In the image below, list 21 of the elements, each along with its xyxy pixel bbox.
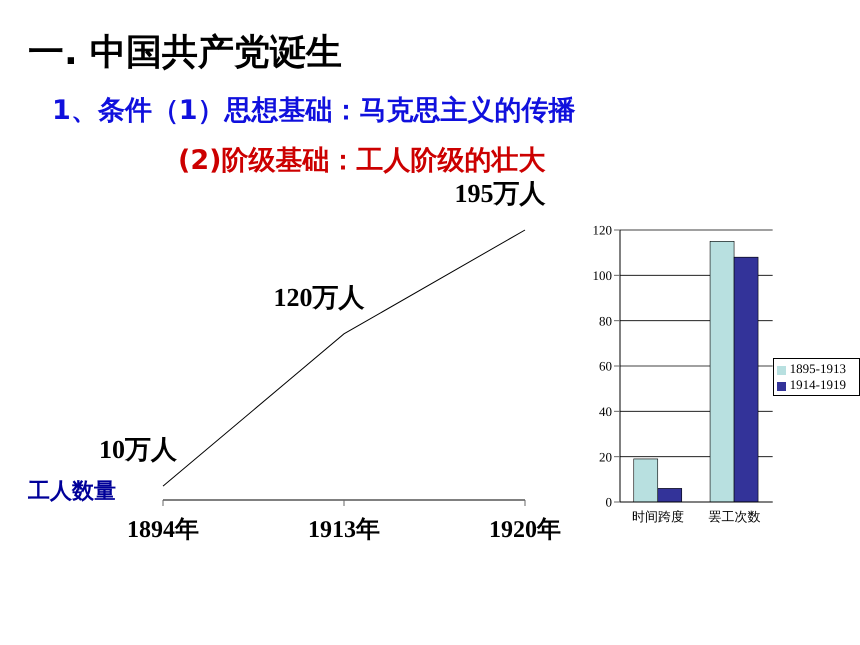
legend-label: 1914-1919 <box>790 377 846 392</box>
data-label: 10万人 <box>99 435 178 464</box>
y-tick-label: 0 <box>606 494 612 510</box>
y-tick-label: 120 <box>592 222 612 238</box>
data-label: 195万人 <box>454 179 546 208</box>
y-tick-label: 40 <box>599 404 612 419</box>
chart-subtitle: 1、条件（1）思想基础：马克思主义的传播 <box>52 94 576 128</box>
text: (2)阶级基础：工人阶级的壮大 <box>178 144 546 178</box>
legend-label: 1895-1913 <box>790 361 846 376</box>
y-tick-label: 60 <box>599 358 612 374</box>
x-tick-label: 罢工次数 <box>708 509 760 524</box>
x-tick-label: 1913年 <box>308 516 380 544</box>
y-axis-title: 工人数量 <box>28 477 116 505</box>
x-tick-label: 1894年 <box>127 516 199 544</box>
y-tick-label: 100 <box>592 268 612 283</box>
y-tick-label: 20 <box>599 449 612 464</box>
y-tick-label: 80 <box>599 313 612 328</box>
x-tick-label: 1920年 <box>489 516 561 544</box>
chart-title: 一. 中国共产党诞生 <box>28 31 342 75</box>
data-label: 120万人 <box>274 282 366 312</box>
x-tick-label: 时间跨度 <box>632 509 684 524</box>
